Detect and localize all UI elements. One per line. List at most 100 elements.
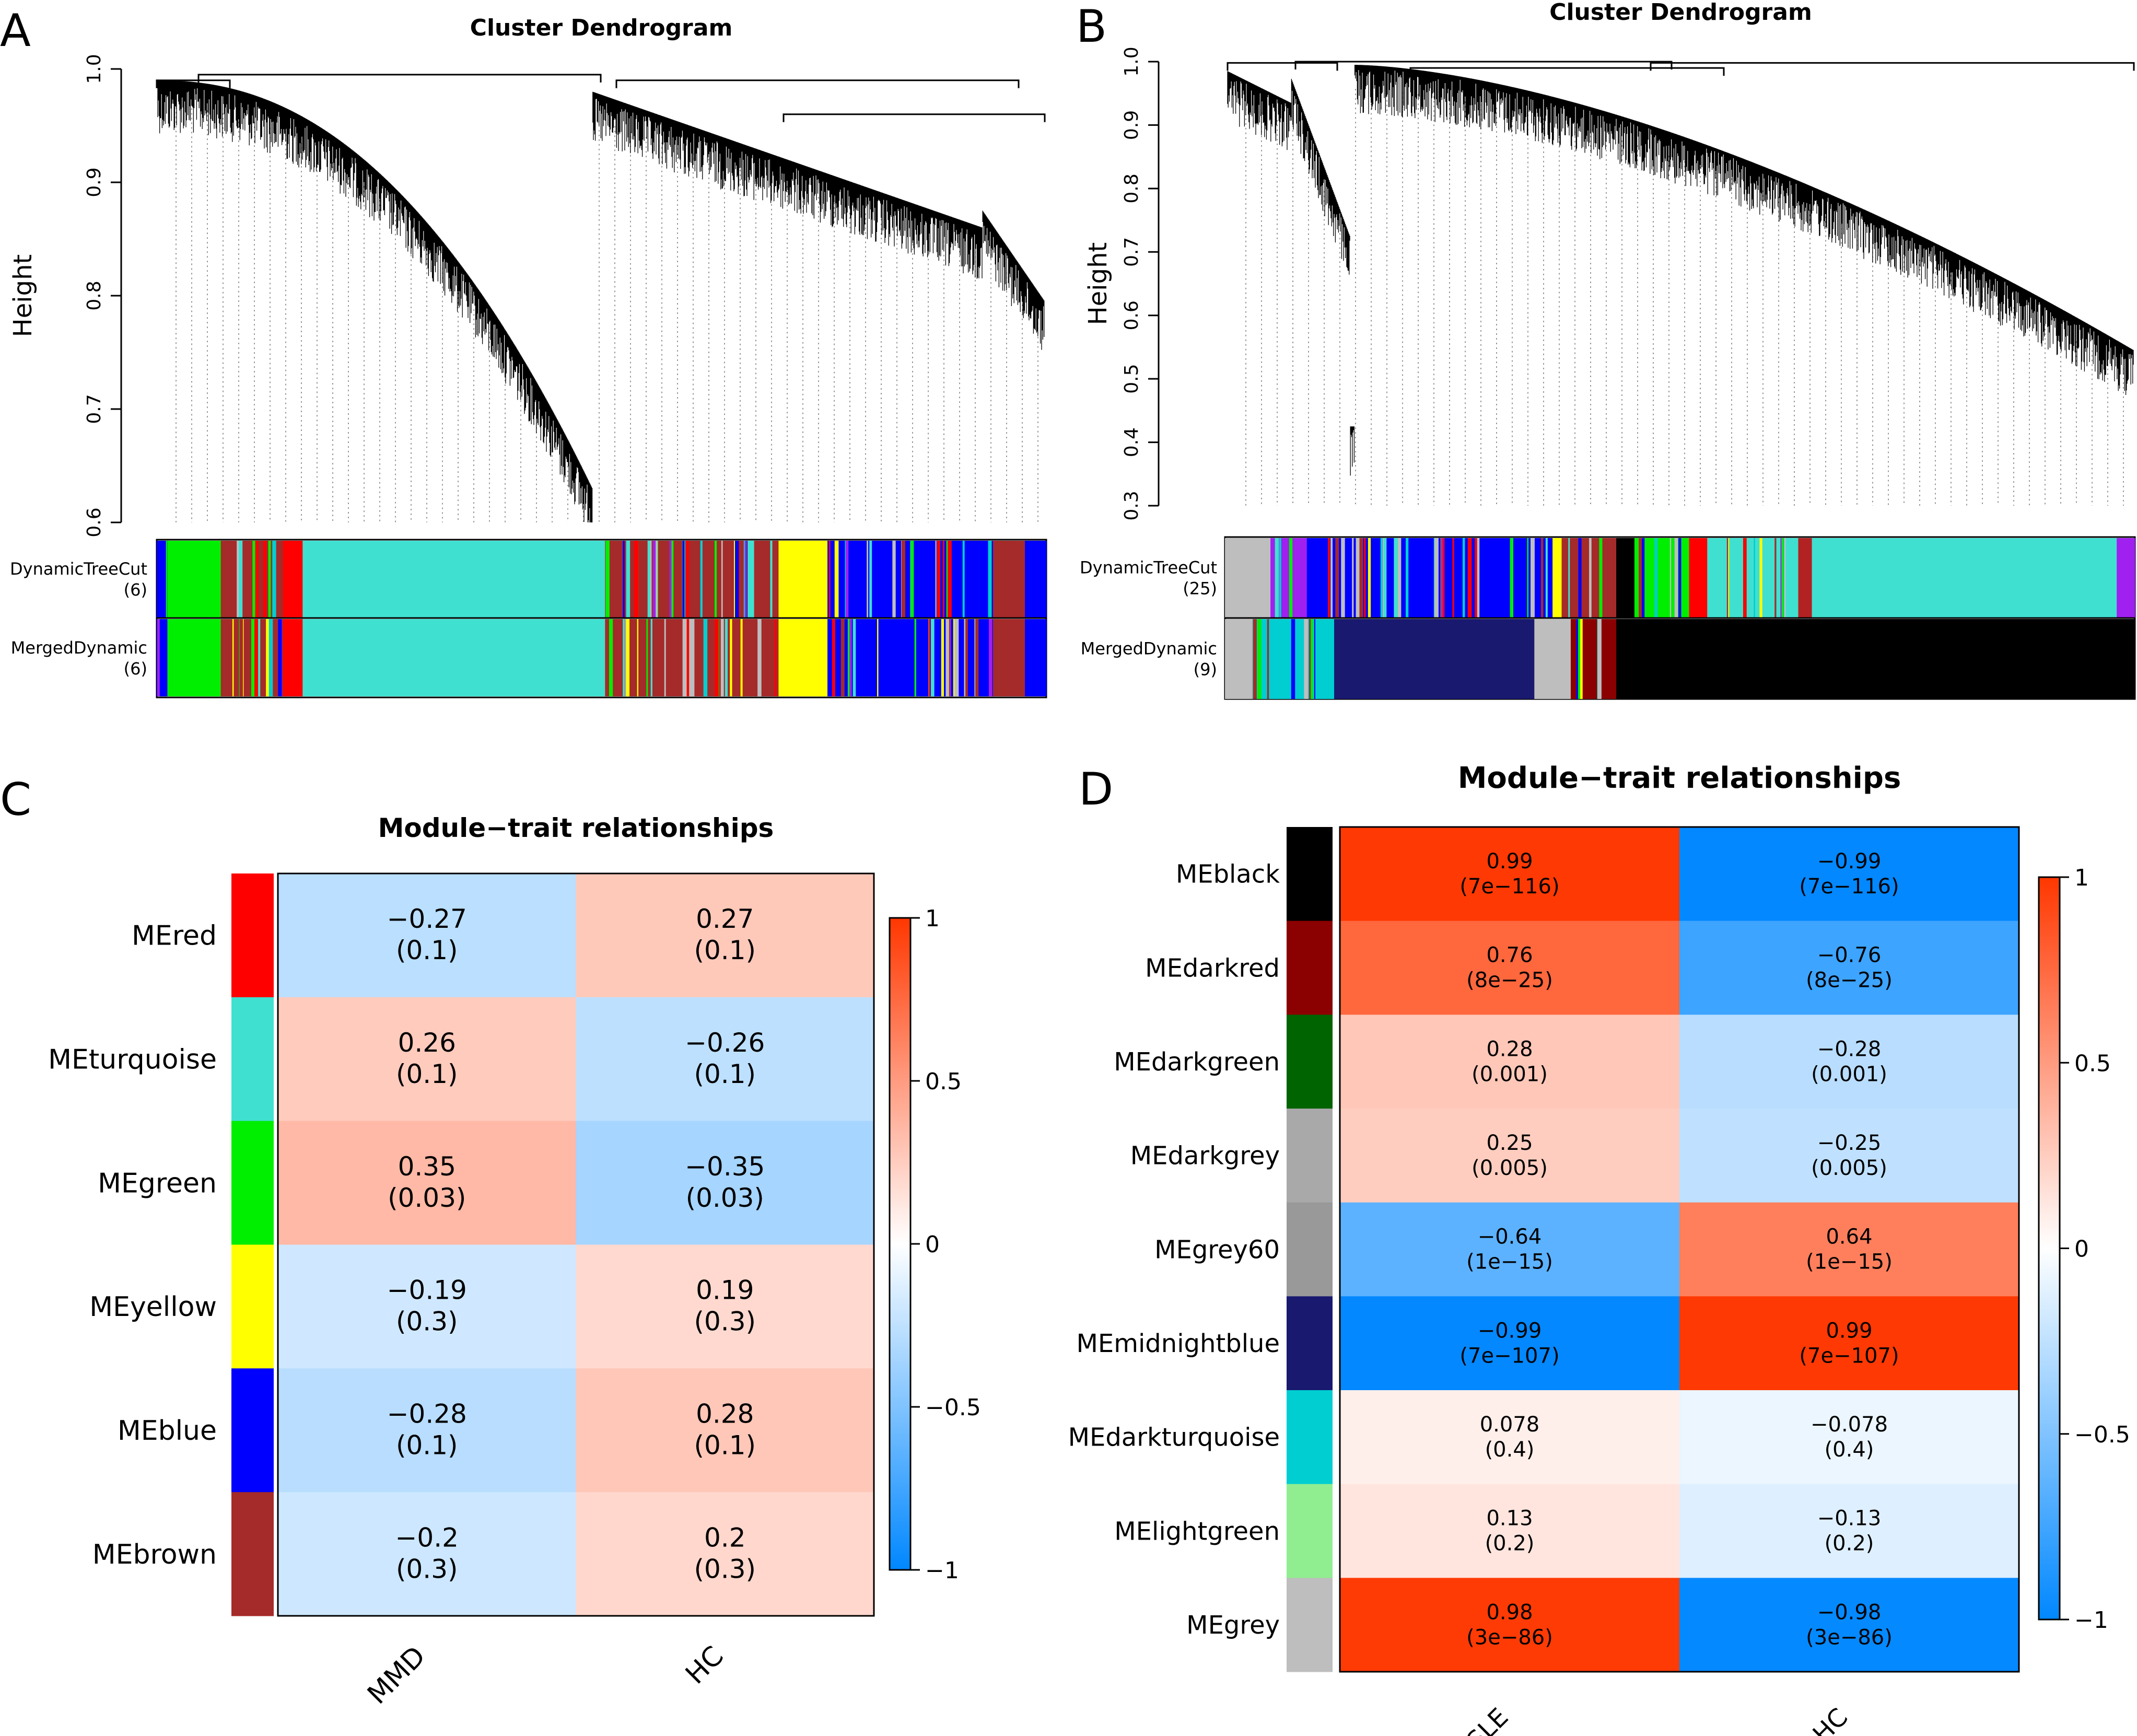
module-label: MEmidnightblue [1076,1329,1280,1358]
module-label: MEblue [118,1415,217,1447]
color-row-label: MergedDynamic [11,638,147,658]
legend-tick-label: −0.5 [925,1394,981,1421]
color-row-label: MergedDynamic [1081,639,1217,659]
dendrogram-title: Cluster Dendrogram [470,15,733,41]
cell-pvalue: (7e−116) [1459,875,1559,899]
cell-correlation: 0.2 [704,1522,746,1553]
legend-tick-label: 0 [2074,1236,2089,1263]
y-tick-label: 0.3 [1121,491,1142,520]
dynamic-tree-cut-stripe [898,541,901,618]
heatmap-cell [1679,1015,2019,1109]
merged-dynamic-stripe [1578,619,1582,699]
module-label: MEgrey60 [1154,1235,1280,1264]
cell-correlation: −0.98 [1817,1600,1882,1624]
module-color-swatch [1287,1202,1333,1297]
panel-b-dendrogram: Cluster Dendrogram 0.3 0.4 0.5 0.6 0.7 0.8 0.9 1… [1076,0,2136,700]
cell-correlation: 0.28 [1486,1037,1533,1061]
merged-dynamic-stripe [853,619,856,696]
module-label: MEbrown [92,1539,217,1570]
merged-dynamic-stripe [1309,619,1313,699]
module-color-swatch [1287,1109,1333,1203]
dynamic-tree-cut-stripe [770,541,773,618]
cell-pvalue: (0.03) [388,1183,466,1213]
merged-dynamic-stripe [1580,619,1583,699]
dynamic-tree-cut-stripe [1527,538,1529,618]
merged-dynamic-stripe [1291,619,1295,699]
heatmap-cell [576,997,874,1122]
dynamic-tree-cut-stripe [1675,538,1678,618]
legend-tick-label: 1 [925,905,940,932]
dendrogram-guides [1245,89,2124,506]
module-label: MEdarkred [1145,953,1280,983]
dynamic-tree-cut-stripe [626,541,630,618]
merged-dynamic-stripe [974,619,976,696]
dynamic-tree-cut-stripe [1359,538,1363,618]
merged-dynamic-stripe [646,619,648,696]
module-color-swatch [231,1492,274,1616]
merged-dynamic-stripe [730,619,732,696]
dynamic-tree-cut-stripe [1434,538,1439,618]
dynamic-tree-cut-band-9 [1798,538,1813,618]
merged-dynamic-stripe [877,619,879,696]
merged-dynamic-stripe [1309,619,1311,699]
panel-a-dendrogram: Cluster Dendrogram 0.6 0.7 0.8 0.9 1.0 Height D… [0,5,1047,698]
merged-dynamic-stripe [1267,619,1269,699]
merged-dynamic-stripe [1304,619,1309,699]
merged-dynamic-band-6 [778,619,828,696]
heatmap-cell [1340,1202,1680,1297]
merged-dynamic-band-3 [283,619,303,696]
cell-correlation: −0.19 [387,1275,467,1306]
module-color-swatch [1287,1296,1333,1391]
dynamic-tree-cut-stripe [1452,538,1454,618]
merged-dynamic-stripe [609,619,613,696]
merged-dynamic-stripe [686,619,689,696]
dynamic-tree-cut-band-0 [157,541,168,618]
module-color-swatch [1287,1390,1333,1485]
dynamic-tree-cut-stripe [751,541,754,618]
y-tick-label: 0.7 [1121,237,1142,267]
dynamic-tree-cut-stripe [1566,538,1570,618]
dynamic-tree-cut-stripe [1683,538,1685,618]
module-label: MElightgreen [1114,1517,1280,1546]
module-color-swatch [231,997,274,1122]
merged-dynamic-stripe [157,619,160,696]
merged-dynamic-stripe [720,619,724,696]
merged-dynamic-stripe [849,619,852,696]
heatmap-cell [1679,921,2019,1015]
module-color-swatch [1287,1484,1333,1578]
cell-pvalue: (8e−25) [1466,969,1553,993]
dynamic-tree-cut-stripe [700,541,703,618]
y-axis-label: Height [1083,242,1113,325]
dynamic-tree-cut-stripe [1669,538,1672,618]
module-color-swatch [1287,1578,1333,1672]
heatmap-cell [1679,1578,2019,1672]
dendrogram-merge [1294,61,1673,69]
color-row-count: (6) [124,580,147,600]
module-label: MEdarkgreen [1114,1047,1280,1077]
dynamic-tree-cut-stripe [1418,538,1422,618]
merged-dynamic-stripe [757,619,762,696]
dynamic-tree-cut-stripe [1654,538,1658,618]
merged-dynamic-stripe [703,619,708,696]
cell-pvalue: (7e−107) [1459,1344,1559,1368]
dynamic-tree-cut-stripe [1341,538,1345,618]
dynamic-tree-cut-stripe [1368,538,1371,618]
dynamic-tree-cut-stripe [1540,538,1544,618]
merged-dynamic-stripe [689,619,693,696]
dynamic-tree-cut-stripe [1328,538,1330,618]
merged-dynamic-stripe [266,619,270,696]
cell-pvalue: (0.1) [396,935,458,965]
module-label: MEdarkgrey [1130,1141,1280,1171]
dendrogram-merge [1650,62,2135,71]
dynamic-tree-cut-stripe [1639,538,1642,618]
dynamic-tree-cut-stripe [650,541,652,618]
merged-dynamic-band-4 [302,619,605,696]
y-tick-label: 0.8 [1121,173,1142,203]
panel-letter: A [0,5,31,57]
dynamic-tree-cut-stripe [1275,538,1279,618]
dendrogram-merge [1227,62,1338,71]
merged-dynamic-band-9 [1025,619,1047,696]
dynamic-tree-cut-stripe [1279,538,1281,618]
color-row-count: (6) [124,659,147,679]
